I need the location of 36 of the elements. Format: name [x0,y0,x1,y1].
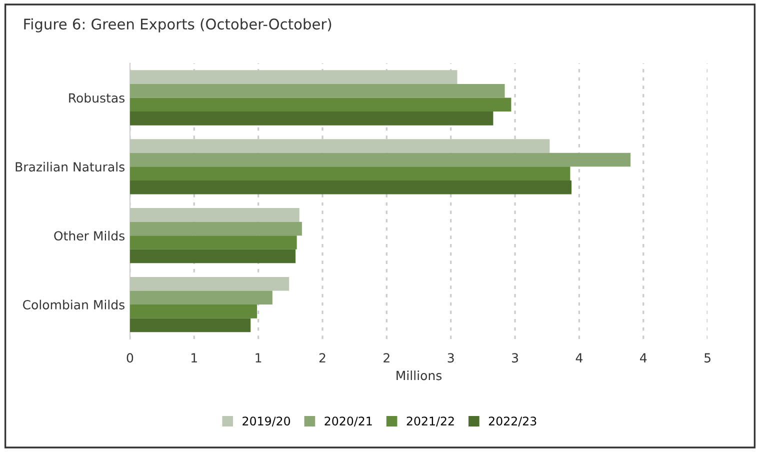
legend-label: 2021/22 [406,416,454,426]
bar [130,290,272,305]
x-tick-label: 4 [576,353,582,362]
x-tick-label: 1 [256,353,262,362]
y-tick-label: Brazilian Naturals [16,162,124,172]
bar [130,318,251,332]
bar [130,208,300,222]
bar [130,98,512,112]
bar [130,70,458,84]
bar [130,276,290,291]
x-tick-label: 2 [384,353,390,362]
bar [130,236,297,250]
bar [130,139,550,153]
bar [130,152,631,167]
x-tick-label: 3 [448,353,454,363]
bar [130,112,494,126]
bar [130,222,302,236]
x-tick-label: 0 [126,353,134,363]
legend-label: 2020/21 [324,416,372,426]
x-tick-label: 3 [512,353,518,363]
x-tick-label: 1 [192,353,197,362]
legend-label: 2022/23 [488,416,536,426]
y-tick-label: Colombian Milds [22,300,124,310]
y-tick-label: Other Milds [54,230,124,241]
x-tick-label: 2 [319,353,326,362]
y-tick-label: Robustas [69,92,124,103]
x-tick-label: 5 [704,353,710,363]
x-tick-label: 4 [640,353,647,362]
legend-label: 2019/20 [242,416,290,426]
bar [130,180,572,194]
x-axis-title: Millions [396,370,442,380]
chart-title: Figure 6: Green Exports (October-October) [24,18,332,32]
bar [130,249,296,264]
bar [130,84,505,98]
bar [130,304,258,318]
bar [130,166,570,180]
